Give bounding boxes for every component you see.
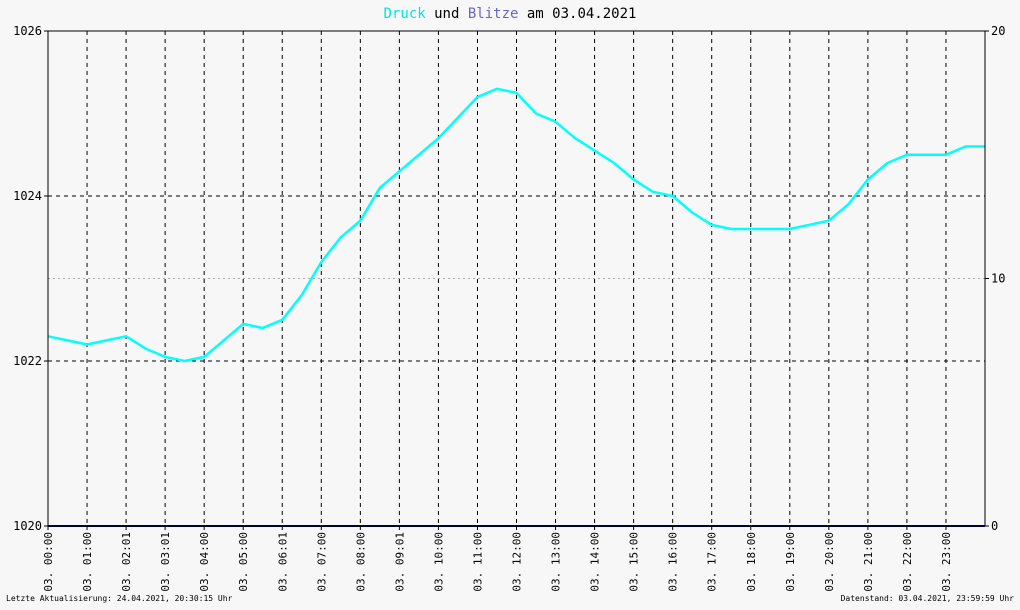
x-tick-label: 03. 19:00 (784, 532, 797, 592)
title-und: und (426, 6, 468, 22)
y-left-tick-label: 1024 (13, 189, 42, 203)
x-tick-label: 03. 21:00 (862, 532, 875, 592)
x-tick-label: 03. 11:00 (471, 532, 484, 592)
y-right-tick-label: 0 (991, 519, 998, 533)
title-blitze: Blitze (468, 6, 519, 22)
grid-layer (48, 31, 985, 526)
footer-last-update: Letzte Aktualisierung: 24.04.2021, 20:30… (6, 594, 233, 603)
x-tick-label: 03. 10:00 (432, 532, 445, 592)
x-tick-label: 03. 12:00 (511, 532, 524, 592)
x-tick-label: 03. 17:00 (706, 532, 719, 592)
x-tick-label: 03. 23:00 (940, 532, 953, 592)
y-left-tick-label: 1022 (13, 354, 42, 368)
x-tick-label: 03. 09:01 (393, 532, 406, 592)
x-tick-label: 03. 16:00 (667, 532, 680, 592)
x-tick-label: 03. 20:00 (823, 532, 836, 592)
x-tick-label: 03. 13:00 (550, 532, 563, 592)
x-tick-label: 03. 15:00 (628, 532, 641, 592)
x-tick-label: 03. 22:00 (901, 532, 914, 592)
x-tick-label: 03. 05:00 (237, 532, 250, 592)
x-tick-label: 03. 14:00 (589, 532, 602, 592)
y-left-tick-label: 1020 (13, 519, 42, 533)
y-right-tick-label: 10 (991, 272, 1005, 286)
title-druck: Druck (384, 6, 427, 22)
footer-data-status: Datenstand: 03.04.2021, 23:59:59 Uhr (841, 594, 1015, 603)
x-tick-label: 03. 03:01 (159, 532, 172, 592)
x-tick-label: 03. 02:01 (120, 532, 133, 592)
x-tick-label: 03. 06:01 (276, 532, 289, 592)
x-tick-label: 03. 07:00 (315, 532, 328, 592)
x-tick-label: 03. 00:00 (42, 532, 55, 592)
x-tick-label: 03. 01:00 (81, 532, 94, 592)
x-tick-label: 03. 08:00 (354, 532, 367, 592)
x-tick-label: 03. 18:00 (745, 532, 758, 592)
y-right-tick-label: 20 (991, 24, 1005, 38)
series-druck-line (47, 87, 985, 363)
x-tick-label: 03. 04:00 (198, 532, 211, 592)
y-left-tick-label: 1026 (13, 24, 42, 38)
title-date: am 03.04.2021 (518, 6, 636, 22)
chart-title: Druck und Blitze am 03.04.2021 (384, 6, 637, 22)
